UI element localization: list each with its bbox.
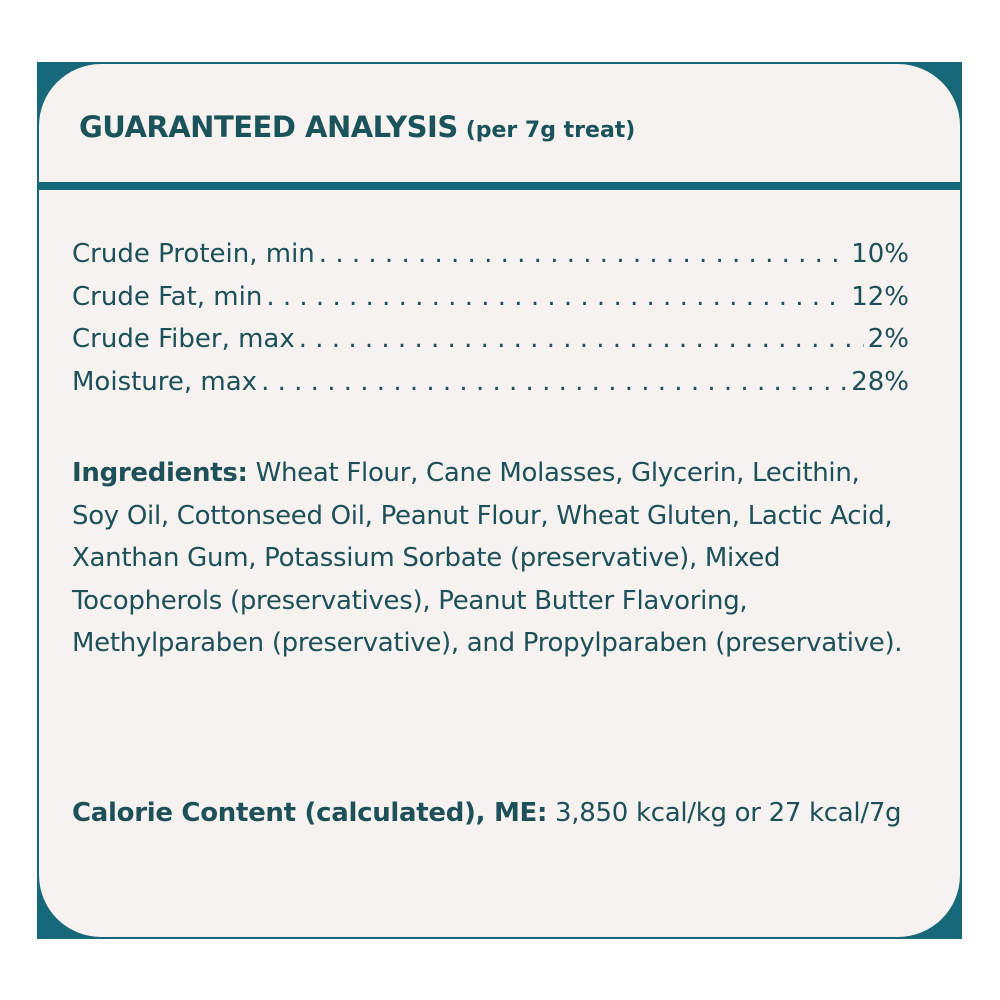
label-panel: GUARANTEED ANALYSIS (per 7g treat) Crude … xyxy=(37,64,962,937)
analysis-value: 10% xyxy=(851,239,909,269)
label-frame: GUARANTEED ANALYSIS (per 7g treat) Crude … xyxy=(37,62,962,939)
analysis-name: Moisture, max xyxy=(72,366,258,397)
analysis-name: Crude Fiber, max xyxy=(72,324,295,354)
analysis-list: Crude Protein, min10% Crude Fat, min12% … xyxy=(72,239,909,409)
analysis-row: Moisture, max 28% xyxy=(72,367,909,410)
analysis-row: Crude Protein, min 10% xyxy=(72,239,909,282)
calorie-content: Calorie Content (calculated), ME: 3,850 … xyxy=(72,792,909,835)
leader-dots xyxy=(266,282,847,312)
title-main: GUARANTEED ANALYSIS xyxy=(79,110,458,144)
analysis-value: 28% xyxy=(851,366,909,397)
leader-dots xyxy=(299,324,864,354)
title-subtitle: (per 7g treat) xyxy=(465,118,636,143)
ingredients: Ingredients: Wheat Flour, Cane Molasses,… xyxy=(72,452,909,665)
analysis-value: 12% xyxy=(851,281,909,312)
analysis-row: Crude Fat, min 12% xyxy=(72,282,909,325)
ingredients-text: Wheat Flour, Cane Molasses, Glycerin, Le… xyxy=(72,458,903,658)
analysis-name: Crude Protein, min xyxy=(72,239,315,269)
label-title: GUARANTEED ANALYSIS (per 7g treat) xyxy=(79,110,635,144)
calorie-text: 3,850 kcal/kg or 27 kcal/7g xyxy=(555,798,902,828)
ingredients-label: Ingredients: xyxy=(72,458,248,488)
leader-dots xyxy=(319,239,847,269)
analysis-row: Crude Fiber, max 2% xyxy=(72,324,909,367)
analysis-name: Crude Fat, min xyxy=(72,281,263,312)
calorie-label: Calorie Content (calculated), ME: xyxy=(72,798,548,828)
analysis-value: 2% xyxy=(867,324,909,354)
header-divider xyxy=(37,182,962,190)
leader-dots xyxy=(261,367,847,397)
